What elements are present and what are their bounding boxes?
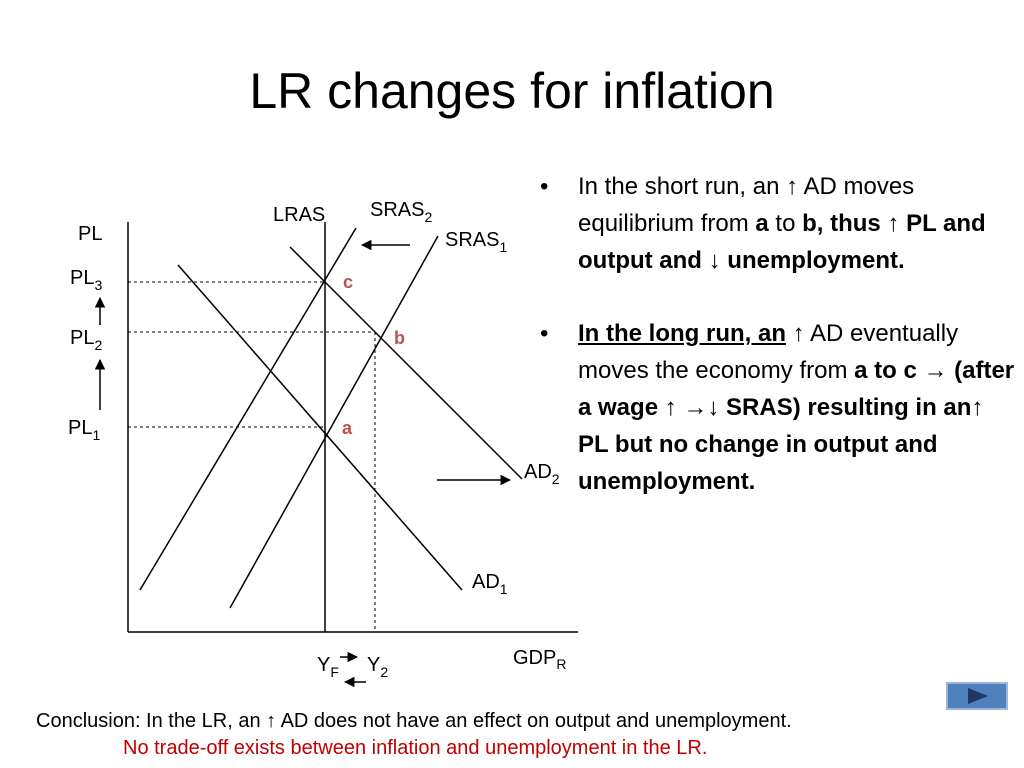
bullet-text: In the short run, an ↑ AD moves equilibr…	[578, 173, 915, 237]
yf-label: YF	[317, 654, 339, 680]
pl1-label: PL1	[68, 417, 100, 443]
bullet: In the long run, an ↑ AD eventually move…	[540, 315, 1018, 500]
ad2-curve	[289, 246, 523, 480]
y2-label: Y2	[367, 654, 388, 680]
bullet-text: a	[755, 210, 769, 237]
label-text: AD	[472, 571, 500, 593]
bullet-text: a to c → (after a wage ↑ →↓ SRAS) result…	[578, 357, 1015, 495]
label-sub: 1	[92, 427, 100, 443]
conclusion: Conclusion: In the LR, an ↑ AD does not …	[36, 710, 792, 732]
lras-label: LRAS	[273, 204, 325, 226]
bullet-text: b, thus ↑ PL and output and ↓ unemployme…	[578, 210, 986, 274]
label-sub: 1	[500, 581, 508, 597]
note: No trade-off exists between inflation an…	[123, 737, 708, 759]
label-sub: 2	[94, 337, 102, 353]
bullet-text: In the long run, an	[578, 320, 786, 347]
point-label: b	[394, 328, 405, 348]
ad1-label: AD1	[472, 571, 508, 597]
label-sub: 2	[380, 664, 388, 680]
label-text: SRAS	[370, 199, 424, 221]
bullet-text: ↑ AD eventually moves the economy from	[578, 320, 959, 384]
label-text: Y	[367, 654, 380, 676]
sras1-label: SRAS1	[445, 229, 507, 255]
pl2-label: PL2	[70, 327, 102, 353]
bullet: In the short run, an ↑ AD moves equilibr…	[540, 168, 1018, 279]
label-sub: 2	[424, 209, 432, 225]
play-icon[interactable]	[968, 688, 988, 704]
label-sub: R	[556, 656, 566, 672]
x-axis-label: GDPR	[513, 647, 566, 672]
y-axis-label: PL	[78, 223, 102, 245]
sras2-label: SRAS2	[370, 199, 432, 225]
bullet-text: to	[768, 210, 803, 237]
label-text: PL	[70, 267, 94, 289]
next-slide-button[interactable]	[946, 682, 1008, 710]
label-sub: 1	[499, 239, 507, 255]
sras1-curve	[229, 235, 439, 609]
point-label: c	[343, 272, 353, 292]
label-text: PL	[70, 327, 94, 349]
label-text: SRAS	[445, 229, 499, 251]
label-sub: F	[330, 664, 339, 680]
label-text: GDP	[513, 647, 556, 669]
point-label: a	[342, 418, 353, 438]
bullet-list: In the short run, an ↑ AD moves equilibr…	[540, 168, 1018, 536]
slide-title: LR changes for inflation	[249, 63, 775, 119]
sras2-curve	[139, 227, 357, 591]
label-text: Y	[317, 654, 330, 676]
label-sub: 3	[94, 277, 102, 293]
pl3-label: PL3	[70, 267, 102, 293]
label-text: PL	[68, 417, 92, 439]
